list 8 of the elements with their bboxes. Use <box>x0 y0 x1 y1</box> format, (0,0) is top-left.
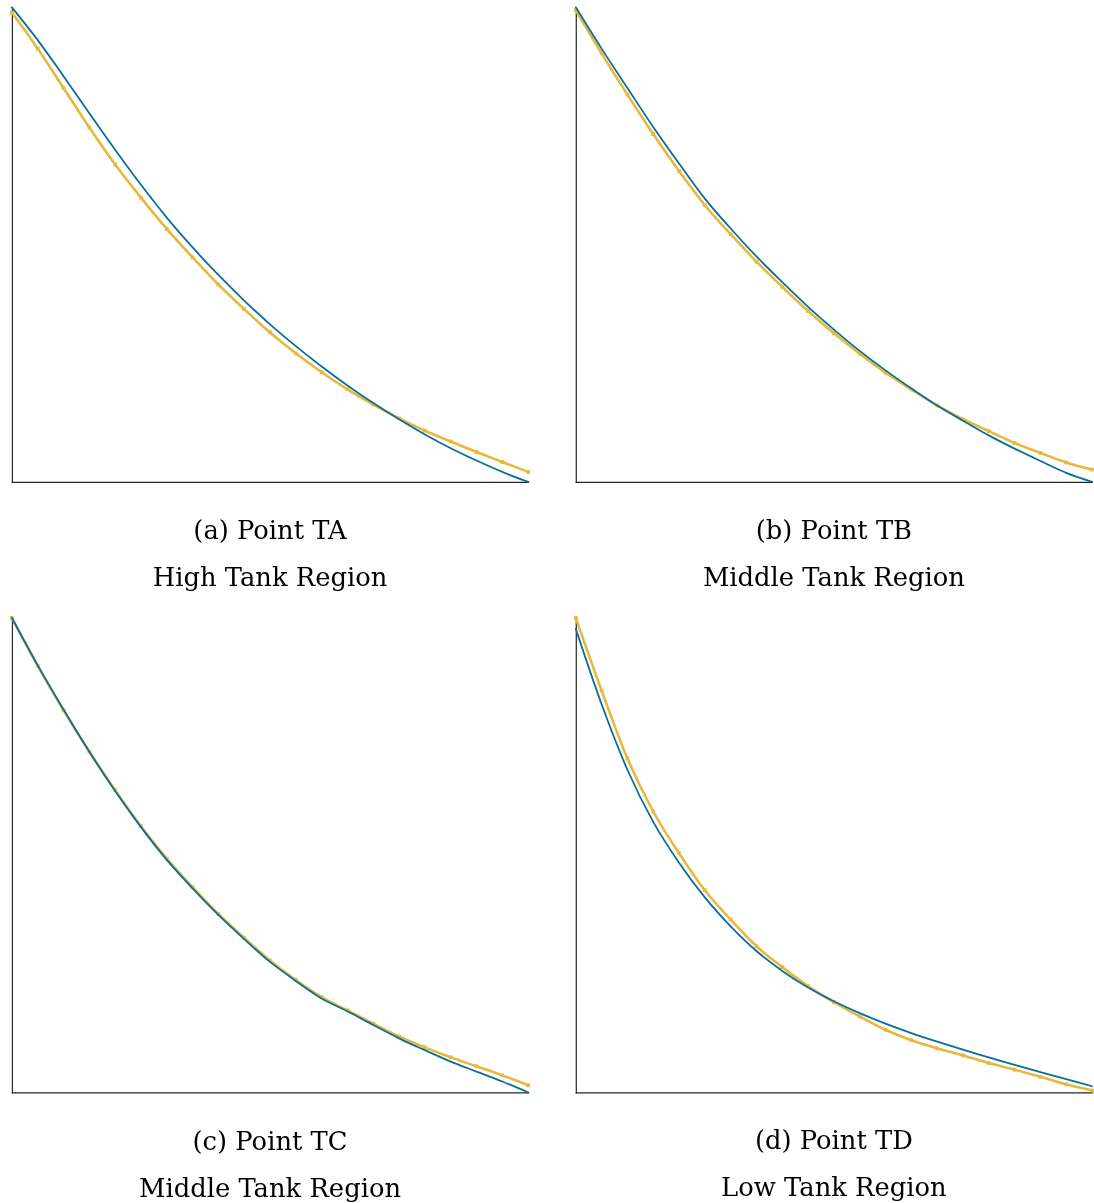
text: (a) Point TA <box>193 515 348 546</box>
text: (c) Point TC <box>192 1125 348 1156</box>
text: (b) Point TB <box>755 515 913 546</box>
text: (d) Point TD <box>754 1125 913 1156</box>
text: Middle Tank Region <box>702 562 965 593</box>
text: Middle Tank Region <box>139 1172 402 1203</box>
text: Low Tank Region <box>721 1171 947 1202</box>
text: High Tank Region <box>152 562 388 593</box>
